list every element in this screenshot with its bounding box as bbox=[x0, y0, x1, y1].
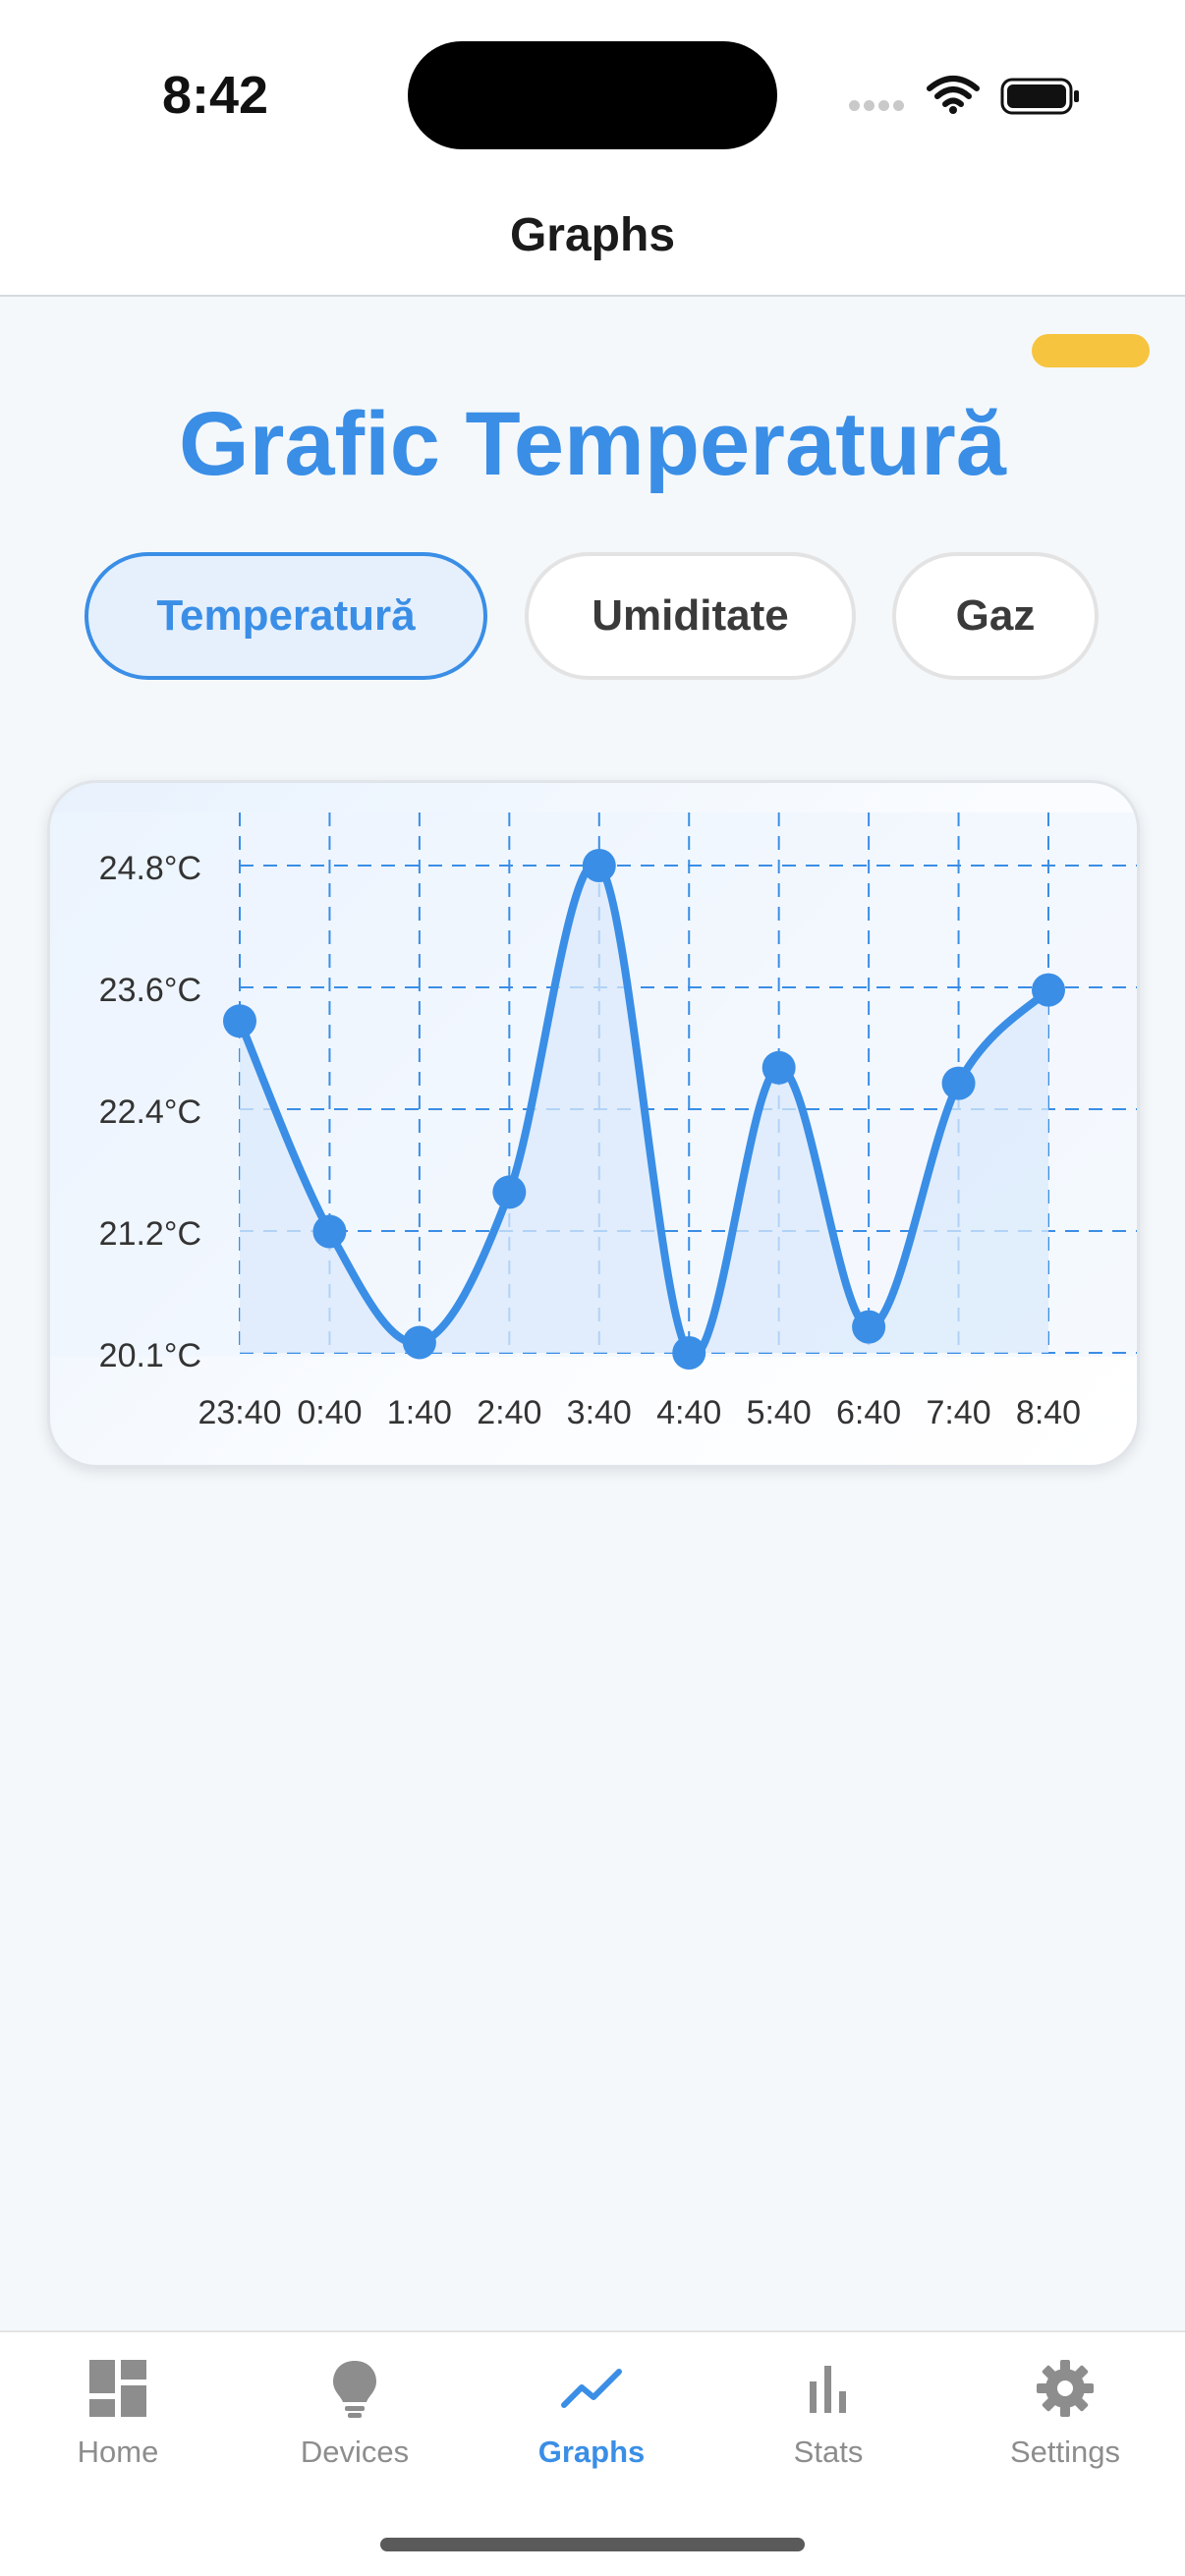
x-tick-label: 23:40 bbox=[198, 1394, 281, 1431]
tab-umiditate[interactable]: Umiditate bbox=[525, 552, 856, 680]
y-tick-label: 22.4°C bbox=[99, 1093, 201, 1131]
lightbulb-icon bbox=[333, 2361, 376, 2418]
tabbar-label-home: Home bbox=[77, 2435, 159, 2469]
home-indicator bbox=[380, 2538, 805, 2551]
data-point[interactable] bbox=[852, 1310, 886, 1344]
y-tick-label: 20.1°C bbox=[99, 1337, 201, 1374]
page-title: Grafic Temperatură bbox=[179, 394, 1006, 494]
data-point[interactable] bbox=[582, 849, 616, 882]
dynamic-island bbox=[408, 41, 777, 149]
tabbar-item-settings[interactable]: Settings bbox=[967, 2358, 1163, 2470]
navigation-header: Graphs bbox=[0, 187, 1185, 297]
data-point[interactable] bbox=[223, 1004, 256, 1038]
cellular-signal-icon bbox=[849, 98, 908, 116]
gear-icon bbox=[1037, 2360, 1094, 2417]
x-tick-label: 6:40 bbox=[836, 1394, 901, 1431]
data-point[interactable] bbox=[941, 1066, 976, 1100]
tabbar-item-graphs[interactable]: Graphs bbox=[493, 2358, 690, 2470]
y-tick-label: 21.2°C bbox=[99, 1215, 201, 1253]
series-line bbox=[236, 860, 1052, 1360]
x-tick-label: 8:40 bbox=[1016, 1394, 1081, 1431]
trend-line-icon bbox=[561, 2369, 622, 2408]
y-tick-label: 24.8°C bbox=[99, 850, 201, 887]
y-tick-label: 23.6°C bbox=[99, 972, 201, 1009]
x-tick-label: 3:40 bbox=[567, 1394, 632, 1431]
data-point[interactable] bbox=[1032, 973, 1065, 1007]
status-time: 8:42 bbox=[162, 66, 269, 125]
tabbar-label-devices: Devices bbox=[300, 2435, 410, 2469]
x-tick-label: 4:40 bbox=[656, 1394, 721, 1431]
data-point[interactable] bbox=[762, 1050, 796, 1085]
tabbar-item-stats[interactable]: Stats bbox=[730, 2358, 927, 2470]
tab-temperatura[interactable]: Temperatură bbox=[85, 552, 487, 680]
x-tick-label: 2:40 bbox=[477, 1394, 541, 1431]
tabbar-item-devices[interactable]: Devices bbox=[256, 2358, 453, 2470]
bottom-tab-bar: Home Devices Graphs Stats bbox=[0, 2330, 1185, 2576]
header-title: Graphs bbox=[509, 209, 676, 261]
x-tick-label: 5:40 bbox=[747, 1394, 812, 1431]
status-bar: 8:42 bbox=[0, 0, 1185, 187]
tabbar-label-settings: Settings bbox=[1009, 2435, 1120, 2469]
tabbar-label-stats: Stats bbox=[793, 2435, 864, 2469]
tabbar-label-graphs: Graphs bbox=[537, 2435, 646, 2469]
data-point[interactable] bbox=[312, 1214, 347, 1249]
data-point[interactable] bbox=[402, 1325, 436, 1360]
wifi-icon bbox=[927, 76, 980, 114]
x-tick-label: 7:40 bbox=[926, 1394, 990, 1431]
bar-chart-icon bbox=[810, 2366, 846, 2413]
status-badge bbox=[1032, 334, 1150, 367]
tab-gaz[interactable]: Gaz bbox=[892, 552, 1099, 680]
x-tick-label: 0:40 bbox=[297, 1394, 362, 1431]
data-point[interactable] bbox=[492, 1175, 527, 1209]
dashboard-icon bbox=[89, 2360, 146, 2417]
data-point[interactable] bbox=[672, 1336, 706, 1370]
tabbar-item-home[interactable]: Home bbox=[20, 2358, 216, 2470]
chart-card: 24.8°C 23.6°C 22.4°C 21.2°C 20.1°C 23:40 0:40 1… bbox=[47, 780, 1140, 1468]
battery-icon bbox=[1000, 78, 1079, 115]
x-tick-label: 1:40 bbox=[387, 1394, 452, 1431]
temperature-line-chart: 24.8°C 23.6°C 22.4°C 21.2°C 20.1°C 23:40 0:40 1… bbox=[50, 812, 1137, 1431]
